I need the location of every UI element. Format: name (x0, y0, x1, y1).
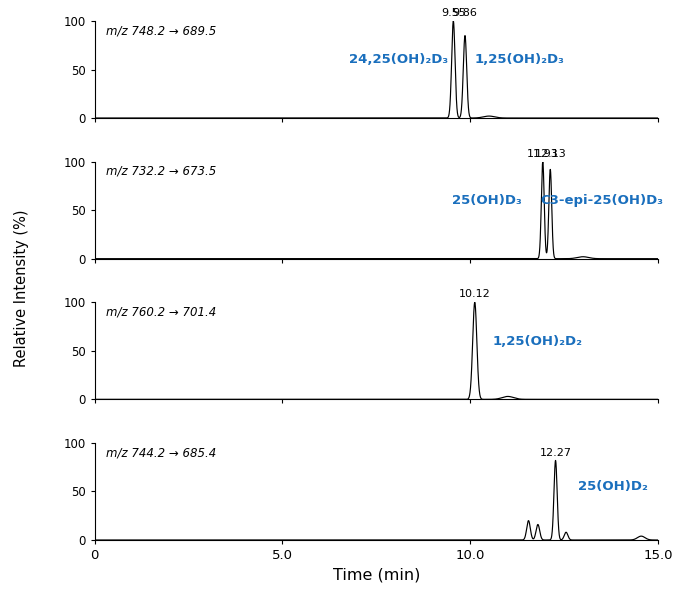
Text: 11.93: 11.93 (527, 149, 559, 159)
Text: m/z 760.2 → 701.4: m/z 760.2 → 701.4 (106, 305, 216, 319)
Text: 12.13: 12.13 (535, 149, 566, 159)
Text: 1,25(OH)₂D₂: 1,25(OH)₂D₂ (493, 335, 583, 347)
Text: 25(OH)D₂: 25(OH)D₂ (578, 480, 648, 493)
Text: Relative Intensity (%): Relative Intensity (%) (14, 209, 29, 367)
Text: 9.55: 9.55 (441, 8, 466, 18)
Text: m/z 732.2 → 673.5: m/z 732.2 → 673.5 (106, 165, 216, 178)
Text: 12.27: 12.27 (539, 448, 572, 458)
Text: 1,25(OH)₂D₃: 1,25(OH)₂D₃ (474, 53, 564, 67)
Text: 25(OH)D₃: 25(OH)D₃ (452, 194, 522, 207)
X-axis label: Time (min): Time (min) (333, 568, 420, 583)
Text: 24,25(OH)₂D₃: 24,25(OH)₂D₃ (349, 53, 448, 67)
Text: m/z 748.2 → 689.5: m/z 748.2 → 689.5 (106, 24, 216, 37)
Text: C3-epi-25(OH)D₃: C3-epi-25(OH)D₃ (540, 194, 664, 207)
Text: m/z 744.2 → 685.4: m/z 744.2 → 685.4 (106, 446, 216, 459)
Text: 9.86: 9.86 (452, 8, 477, 18)
Text: 10.12: 10.12 (459, 289, 491, 299)
